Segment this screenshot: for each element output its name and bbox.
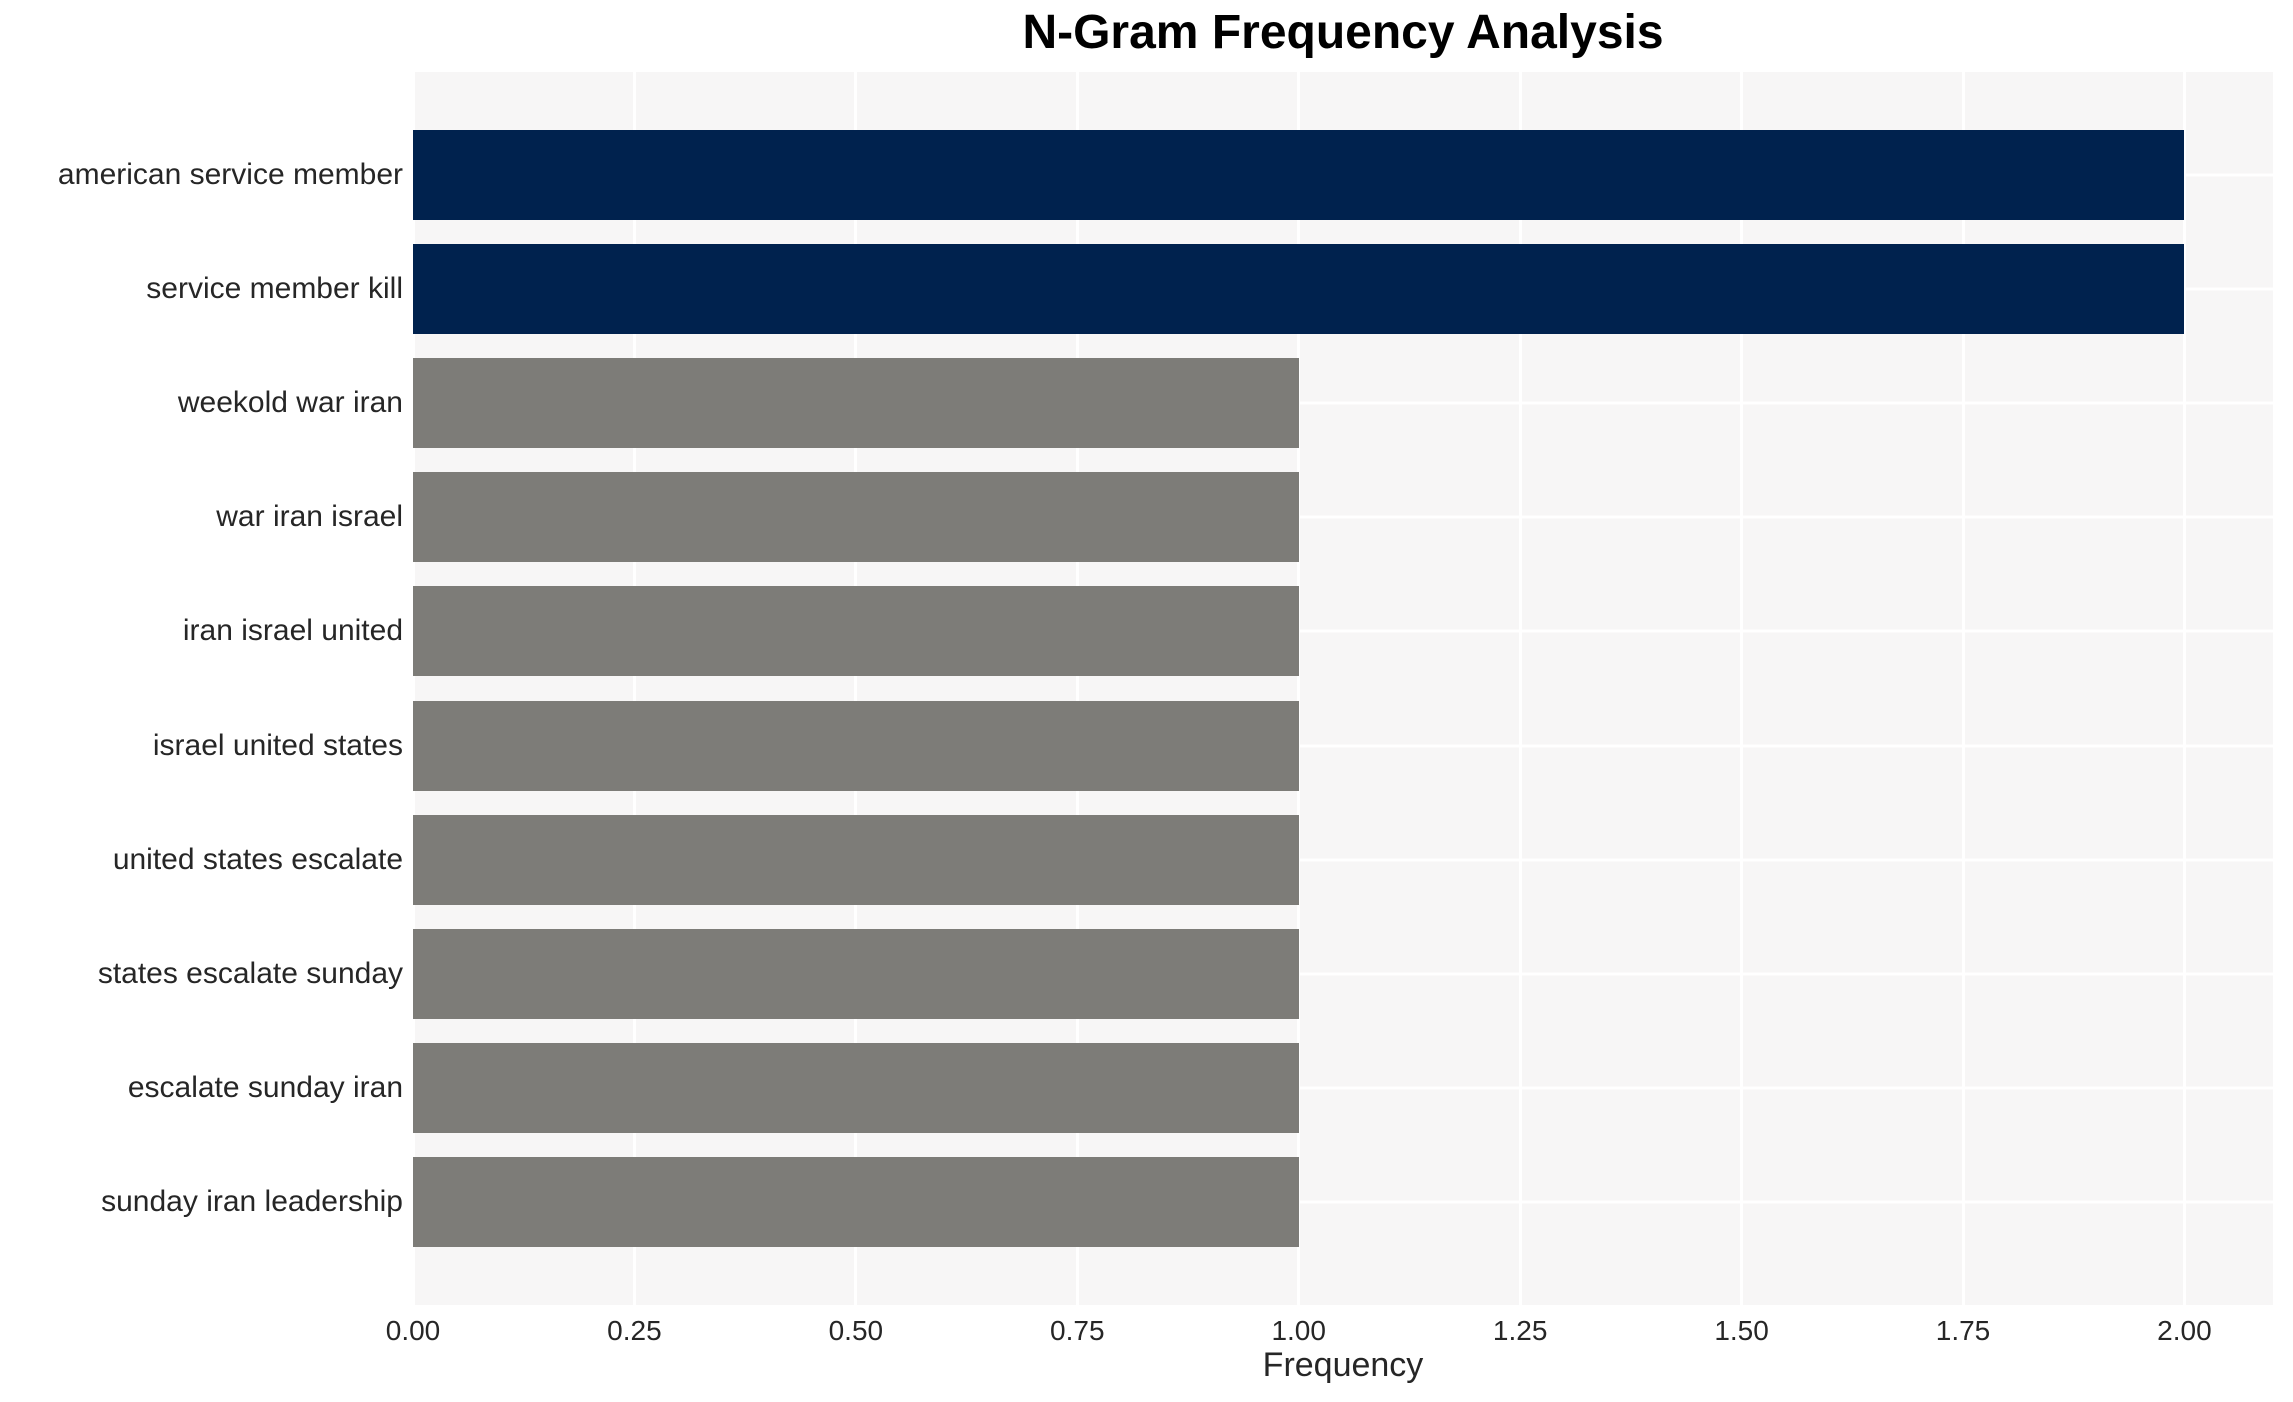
y-axis-labels: american service member service member ki…	[0, 72, 403, 1305]
bar-row	[413, 1031, 2273, 1145]
bar-0	[413, 130, 2185, 221]
y-tick-label: israel united states	[152, 728, 403, 762]
y-tick-label: sunday iran leadership	[101, 1184, 403, 1218]
x-tick-label: 0.50	[828, 1315, 884, 1346]
vertical-gridline	[1740, 72, 1744, 1305]
horizontal-gridline	[413, 858, 2273, 862]
horizontal-gridline	[413, 629, 2273, 633]
vertical-gridline	[411, 72, 415, 1305]
y-tick-label: weekold war iran	[177, 386, 403, 420]
vertical-gridline	[2182, 72, 2186, 1305]
x-tick-label: 1.50	[1714, 1315, 1769, 1346]
x-tick-label: 1.25	[1492, 1315, 1548, 1346]
vertical-gridline	[1297, 72, 1301, 1305]
bar-9	[413, 1156, 1299, 1247]
y-tick-row: war iran israel	[0, 460, 403, 574]
vertical-gridline	[854, 72, 858, 1305]
bar-row	[413, 803, 2273, 917]
y-tick-label: escalate sunday iran	[127, 1070, 403, 1104]
bar-2	[413, 358, 1299, 449]
y-tick-label: united states escalate	[112, 842, 403, 876]
y-tick-row: iran israel united	[0, 574, 403, 688]
bar-5	[413, 700, 1299, 791]
x-axis-label: Frequency	[1262, 1346, 1424, 1384]
horizontal-gridline	[413, 515, 2273, 519]
horizontal-gridline	[413, 1086, 2273, 1090]
horizontal-gridline	[413, 744, 2273, 748]
bar-row	[413, 460, 2273, 574]
bar-row	[413, 232, 2273, 346]
y-tick-row: sunday iran leadership	[0, 1145, 403, 1259]
bar-8	[413, 1042, 1299, 1133]
bar-row	[413, 688, 2273, 802]
bar-row	[413, 118, 2273, 232]
x-tick-label: 0.00	[385, 1315, 441, 1346]
vertical-gridline	[632, 72, 636, 1305]
x-tick-label: 2.00	[2157, 1315, 2212, 1346]
bar-4	[413, 586, 1299, 677]
y-tick-label: service member kill	[146, 272, 403, 306]
y-tick-row: israel united states	[0, 688, 403, 802]
y-tick-row: united states escalate	[0, 803, 403, 917]
chart-title: N-Gram Frequency Analysis	[1022, 6, 1664, 59]
y-tick-label: war iran israel	[216, 500, 403, 534]
x-tick-label: 0.25	[607, 1315, 662, 1346]
plot-area	[411, 72, 2273, 1305]
bar-7	[413, 928, 1299, 1019]
x-tick-label: 1.00	[1271, 1315, 1326, 1346]
bar-1	[413, 244, 2185, 335]
vertical-gridline	[1961, 72, 1965, 1305]
vertical-gridline	[1518, 72, 1522, 1305]
y-tick-row: states escalate sunday	[0, 917, 403, 1031]
horizontal-gridline	[413, 972, 2273, 976]
x-axis-ticks: 0.00 0.25 0.50 0.75 1.00 1.25 1.50 1.75 2.00	[386, 1305, 2273, 1349]
horizontal-gridline	[413, 401, 2273, 405]
horizontal-gridline	[413, 1200, 2273, 1204]
y-tick-row: service member kill	[0, 232, 403, 346]
y-tick-label: iran israel united	[182, 614, 403, 648]
bar-3	[413, 472, 1299, 563]
y-tick-row: american service member	[0, 118, 403, 232]
y-tick-label: american service member	[57, 158, 403, 192]
bar-row	[413, 1145, 2273, 1259]
vertical-gridline	[1075, 72, 1079, 1305]
bar-6	[413, 814, 1299, 905]
y-tick-row: weekold war iran	[0, 346, 403, 460]
bar-row	[413, 917, 2273, 1031]
x-tick-label: 1.75	[1935, 1315, 1991, 1346]
x-tick-label: 0.75	[1050, 1315, 1105, 1346]
bar-row	[413, 346, 2273, 460]
y-tick-label: states escalate sunday	[97, 956, 403, 990]
y-tick-row: escalate sunday iran	[0, 1031, 403, 1145]
bar-row	[413, 574, 2273, 688]
